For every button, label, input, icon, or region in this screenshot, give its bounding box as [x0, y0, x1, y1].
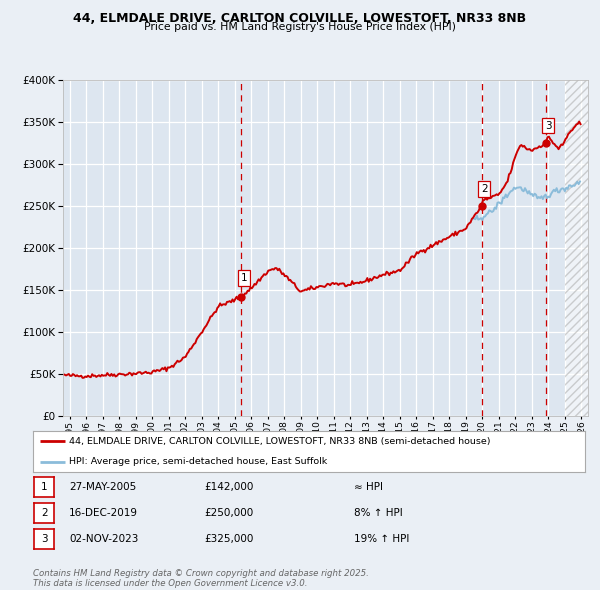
- Text: £142,000: £142,000: [204, 483, 253, 492]
- Text: 3: 3: [545, 121, 551, 131]
- Text: 16-DEC-2019: 16-DEC-2019: [69, 509, 138, 518]
- Text: 1: 1: [41, 483, 47, 492]
- Text: 8% ↑ HPI: 8% ↑ HPI: [354, 509, 403, 518]
- Text: 1: 1: [241, 273, 247, 283]
- Text: 44, ELMDALE DRIVE, CARLTON COLVILLE, LOWESTOFT, NR33 8NB (semi-detached house): 44, ELMDALE DRIVE, CARLTON COLVILLE, LOW…: [69, 437, 490, 445]
- Text: £325,000: £325,000: [204, 535, 253, 544]
- Text: Price paid vs. HM Land Registry's House Price Index (HPI): Price paid vs. HM Land Registry's House …: [144, 22, 456, 32]
- Text: 44, ELMDALE DRIVE, CARLTON COLVILLE, LOWESTOFT, NR33 8NB: 44, ELMDALE DRIVE, CARLTON COLVILLE, LOW…: [73, 12, 527, 25]
- Bar: [565, 80, 588, 416]
- Text: HPI: Average price, semi-detached house, East Suffolk: HPI: Average price, semi-detached house,…: [69, 457, 327, 466]
- Text: 2: 2: [481, 184, 487, 194]
- Text: Contains HM Land Registry data © Crown copyright and database right 2025.
This d: Contains HM Land Registry data © Crown c…: [33, 569, 369, 588]
- Text: 2: 2: [41, 509, 47, 518]
- Text: 02-NOV-2023: 02-NOV-2023: [69, 535, 139, 544]
- Text: 3: 3: [41, 535, 47, 544]
- Text: 27-MAY-2005: 27-MAY-2005: [69, 483, 136, 492]
- Text: £250,000: £250,000: [204, 509, 253, 518]
- Text: 19% ↑ HPI: 19% ↑ HPI: [354, 535, 409, 544]
- Text: ≈ HPI: ≈ HPI: [354, 483, 383, 492]
